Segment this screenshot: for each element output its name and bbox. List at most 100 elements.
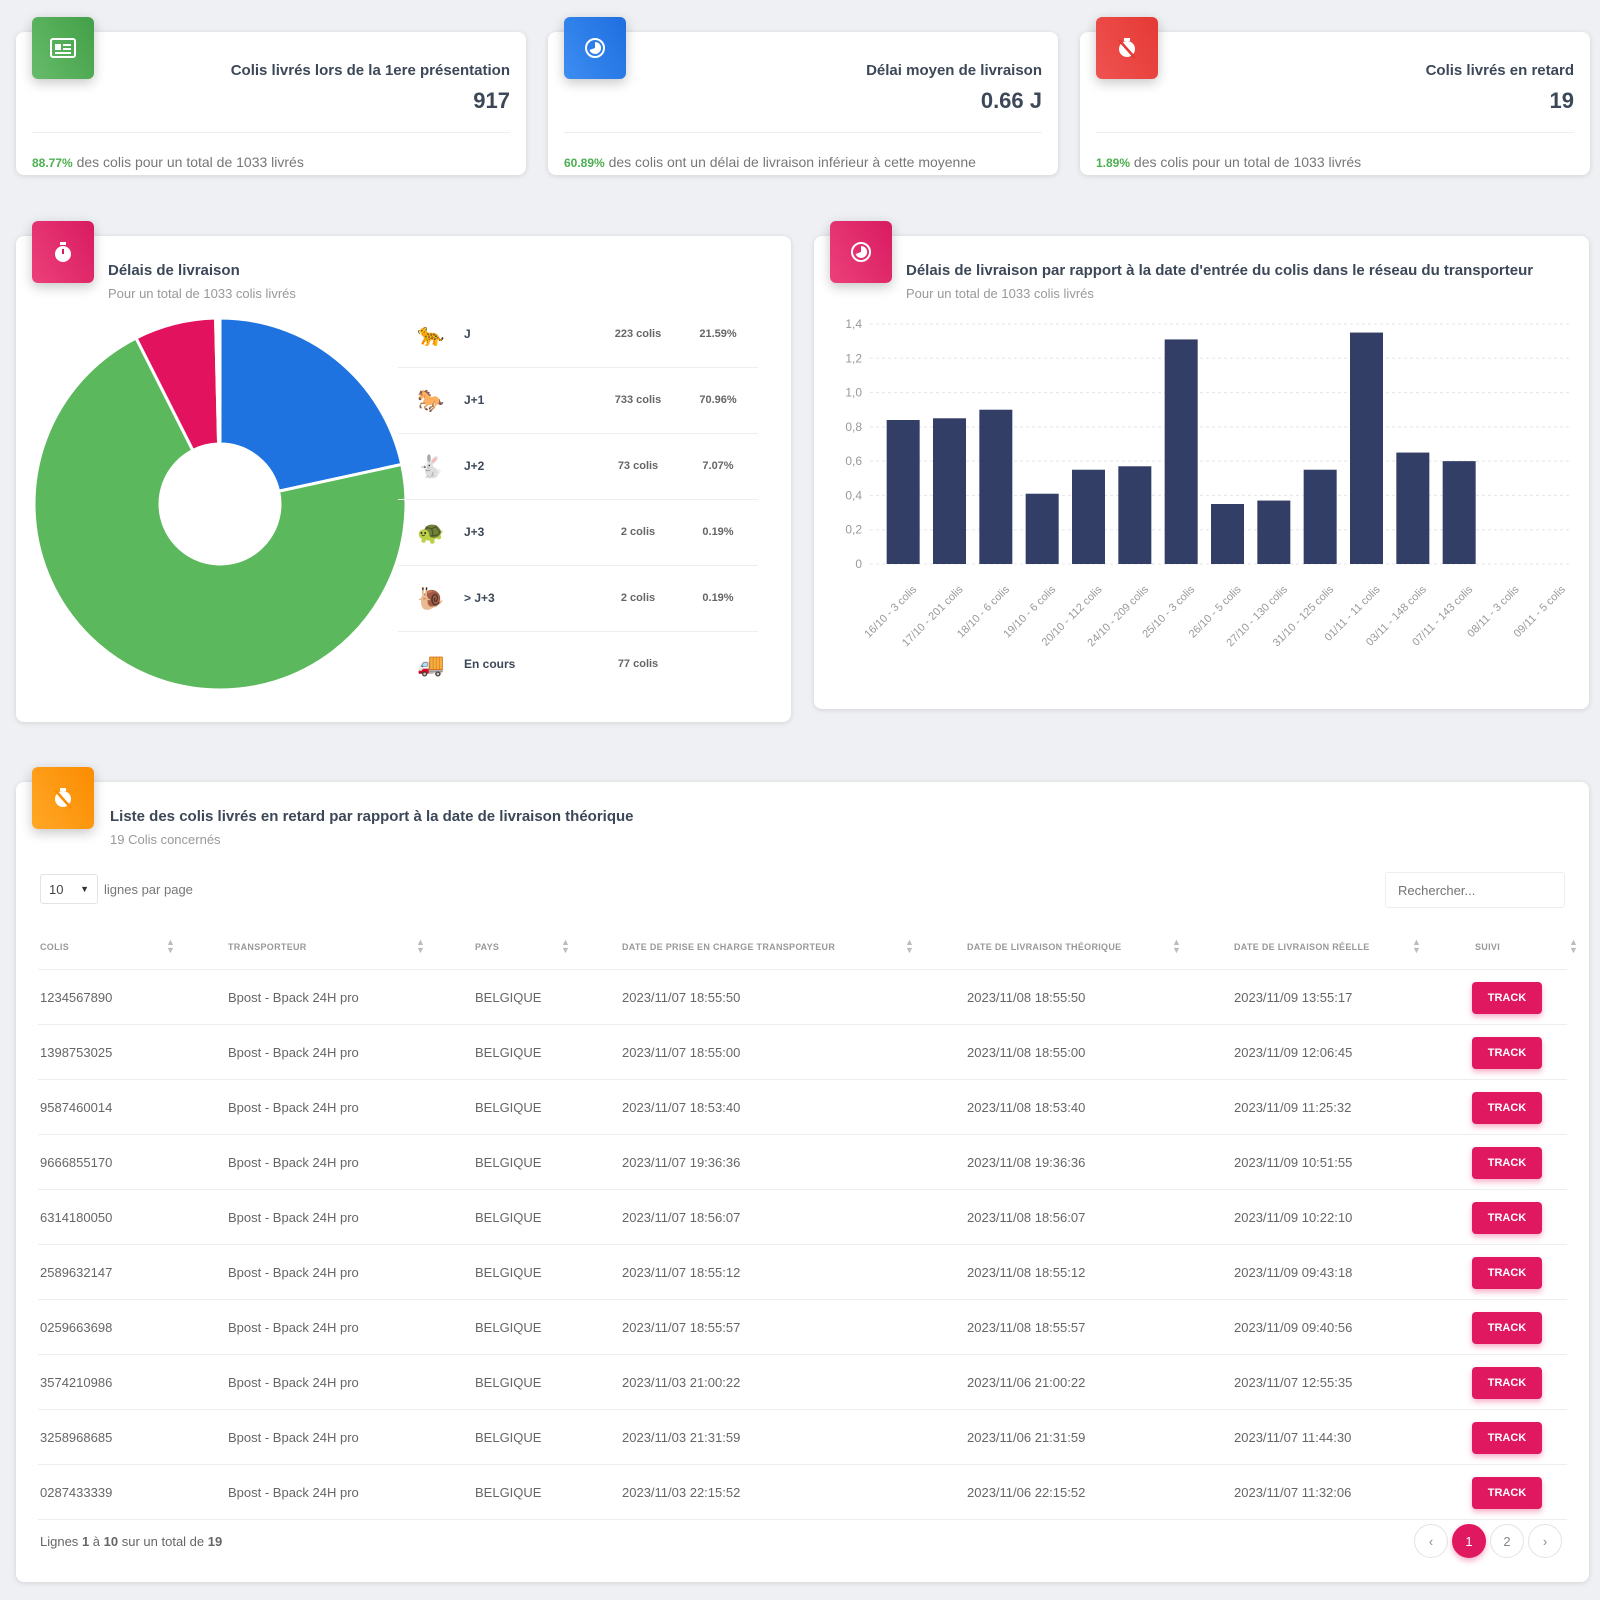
bar[interactable]	[933, 418, 966, 564]
sort-icon[interactable]: ▲ ▼	[1412, 937, 1421, 955]
sort-icon[interactable]: ▲ ▼	[1172, 937, 1181, 955]
column-header-transporteur[interactable]: Transporteur	[228, 942, 307, 952]
cell-date-livraison-reelle: 2023/11/09 09:40:56	[1234, 1320, 1353, 1335]
cell-pays: BELGIQUE	[475, 1155, 542, 1170]
cell-date-livraison-theorique: 2023/11/06 21:31:59	[967, 1430, 1086, 1445]
y-tick-label: 1,4	[845, 317, 862, 331]
bar[interactable]	[1025, 493, 1059, 564]
track-button[interactable]: TRACK	[1472, 1202, 1542, 1234]
per-page-control: 10 ▼ lignes par page	[40, 874, 193, 904]
bar[interactable]	[1211, 504, 1244, 564]
bar[interactable]	[1257, 500, 1291, 564]
legend-row: 🐎 J+1 733 colis 70.96%	[398, 368, 758, 434]
sort-icon[interactable]: ▲ ▼	[561, 937, 570, 955]
column-header-date-prise-en-charge[interactable]: Date de prise en charge transporteur	[622, 942, 836, 952]
stat-card-late-deliveries: Colis livrés en retard 19 1.89% des coli…	[1080, 17, 1590, 175]
per-page-select[interactable]: 10 ▼	[40, 874, 98, 904]
cell-date-livraison-reelle: 2023/11/09 10:51:55	[1234, 1155, 1353, 1170]
cell-transporteur: Bpost - Bpack 24H pro	[228, 1265, 359, 1280]
legend-count: 73 colis	[617, 460, 659, 472]
stat-footer-text: des colis ont un délai de livraison infé…	[608, 154, 976, 170]
pie-legend: 🐆 J 223 colis 21.59% 🐎 J+1 733 colis 70.96% 🐇 J+2…	[16, 302, 791, 702]
cell-colis: 9666855170	[40, 1155, 113, 1170]
pagination-prev-button[interactable]: ‹	[1414, 1524, 1448, 1558]
track-button[interactable]: TRACK	[1472, 1422, 1542, 1454]
pagination-page-1[interactable]: 1	[1452, 1524, 1486, 1558]
column-header-suivi[interactable]: Suivi	[1475, 942, 1501, 952]
bar[interactable]	[1072, 469, 1105, 564]
bar[interactable]	[1164, 339, 1198, 564]
cell-date-prise-en-charge: 2023/11/03 21:00:22	[622, 1375, 741, 1390]
delivery-truck-icon: 🚚	[417, 652, 445, 677]
cell-colis: 3574210986	[40, 1375, 113, 1390]
sort-icon[interactable]: ▲ ▼	[1569, 937, 1578, 955]
legend-label: J+2	[464, 459, 485, 473]
bar[interactable]	[1396, 452, 1430, 564]
sort-icon[interactable]: ▲ ▼	[416, 937, 425, 955]
stat-title: Colis livrés lors de la 1ere présentatio…	[230, 62, 510, 79]
per-page-label: lignes par page	[104, 881, 193, 897]
stat-card-first-delivery: Colis livrés lors de la 1ere présentatio…	[16, 17, 526, 175]
table-footer-info: Lignes 1 à 10 sur un total de 19	[40, 1534, 222, 1549]
pie-slice-5[interactable]	[216, 316, 222, 446]
pie-slice-1[interactable]	[218, 316, 404, 494]
track-button[interactable]: TRACK	[1472, 982, 1542, 1014]
search-input[interactable]	[1385, 872, 1565, 908]
track-button[interactable]: TRACK	[1472, 1037, 1542, 1069]
bar[interactable]	[1118, 466, 1152, 564]
cell-date-livraison-theorique: 2023/11/08 18:55:57	[967, 1320, 1086, 1335]
cell-date-prise-en-charge: 2023/11/03 22:15:52	[622, 1485, 741, 1500]
y-tick-label: 1,0	[845, 386, 862, 400]
track-button[interactable]: TRACK	[1472, 1092, 1542, 1124]
cell-transporteur: Bpost - Bpack 24H pro	[228, 1485, 359, 1500]
turtle-icon: 🐢	[417, 520, 445, 545]
cell-date-livraison-theorique: 2023/11/08 18:55:00	[967, 1045, 1086, 1060]
legend-count: 223 colis	[614, 328, 662, 340]
stat-footer: 1.89% des colis pour un total de 1033 li…	[1096, 154, 1361, 170]
stat-percentage: 88.77%	[32, 156, 73, 170]
snail-icon: 🐌	[417, 586, 445, 611]
bar[interactable]	[1350, 332, 1383, 564]
cell-transporteur: Bpost - Bpack 24H pro	[228, 1100, 359, 1115]
bar[interactable]	[1442, 461, 1476, 564]
bar[interactable]	[1303, 469, 1337, 564]
table-row: 3258968685 Bpost - Bpack 24H pro BELGIQUE 2…	[38, 1410, 1567, 1465]
late-timer-icon	[32, 767, 94, 829]
per-page-value: 10	[49, 881, 64, 897]
table-row: 9587460014 Bpost - Bpack 24H pro BELGIQUE 2…	[38, 1080, 1567, 1135]
pagination-page-2[interactable]: 2	[1490, 1524, 1524, 1558]
sort-icon[interactable]: ▲ ▼	[905, 937, 914, 955]
column-header-date-livraison-reelle[interactable]: Date de livraison réelle	[1234, 942, 1370, 952]
track-button[interactable]: TRACK	[1472, 1367, 1542, 1399]
track-button[interactable]: TRACK	[1472, 1147, 1542, 1179]
track-button[interactable]: TRACK	[1472, 1257, 1542, 1289]
pie-chart-icon	[564, 17, 626, 79]
pagination-next-button[interactable]: ›	[1528, 1524, 1562, 1558]
column-header-colis[interactable]: Colis	[40, 942, 70, 952]
cell-date-prise-en-charge: 2023/11/03 21:31:59	[622, 1430, 741, 1445]
track-button[interactable]: TRACK	[1472, 1312, 1542, 1344]
sort-icon[interactable]: ▲ ▼	[166, 937, 175, 955]
cell-date-livraison-reelle: 2023/11/09 12:06:45	[1234, 1045, 1353, 1060]
bar[interactable]	[886, 420, 920, 564]
y-tick-label: 0	[855, 557, 862, 571]
bar-chart: 00,20,40,60,81,01,21,416/10 - 3 colis17/…	[845, 317, 1569, 649]
pie-chart	[32, 316, 408, 692]
table-row: 2589632147 Bpost - Bpack 24H pro BELGIQUE 2…	[38, 1245, 1567, 1300]
column-header-pays[interactable]: Pays	[475, 942, 500, 952]
legend-row: 🐢 J+3 2 colis 0.19%	[398, 500, 758, 566]
cell-date-prise-en-charge: 2023/11/07 19:36:36	[622, 1155, 741, 1170]
pie-slice-2[interactable]	[32, 335, 408, 692]
track-button[interactable]: TRACK	[1472, 1477, 1542, 1509]
divider	[564, 132, 1042, 133]
stat-footer: 60.89% des colis ont un délai de livrais…	[564, 154, 976, 170]
stat-footer-text: des colis pour un total de 1033 livrés	[1133, 154, 1362, 170]
column-header-date-livraison-theorique[interactable]: Date de livraison théorique	[967, 942, 1122, 952]
bar[interactable]	[979, 409, 1013, 564]
cell-pays: BELGIQUE	[475, 1210, 542, 1225]
legend-percentage: 0.19%	[702, 592, 734, 604]
stat-value: 0.66 J	[980, 88, 1042, 113]
cell-date-livraison-reelle: 2023/11/07 12:55:35	[1234, 1375, 1353, 1390]
y-tick-label: 0,8	[845, 420, 862, 434]
cell-transporteur: Bpost - Bpack 24H pro	[228, 990, 359, 1005]
